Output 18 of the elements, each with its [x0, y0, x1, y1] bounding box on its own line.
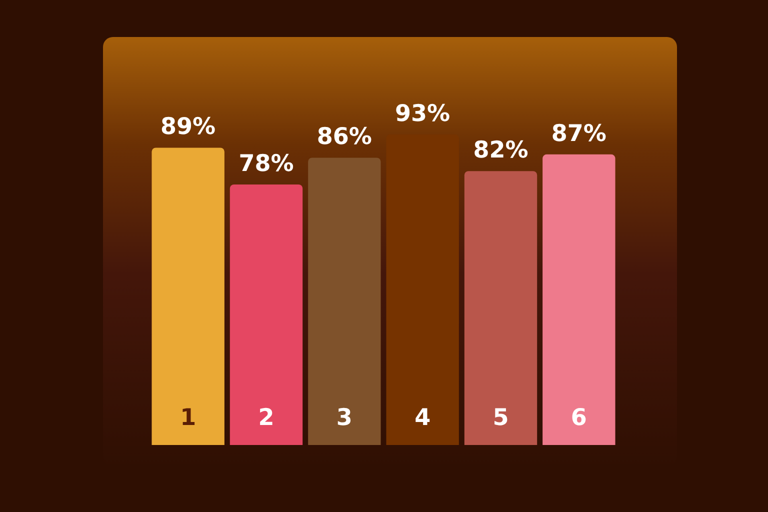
bar	[230, 184, 303, 445]
data-label: 86%	[316, 124, 372, 150]
data-label: 89%	[160, 114, 216, 140]
x-tick-label: 4	[414, 405, 431, 431]
data-label: 93%	[395, 100, 450, 127]
bar	[308, 158, 381, 445]
data-label: 82%	[473, 138, 528, 164]
x-tick-label: 6	[570, 405, 587, 431]
x-tick-label: 3	[336, 405, 352, 431]
bar	[386, 134, 459, 445]
bar	[152, 148, 224, 445]
x-tick-label: 5	[492, 405, 509, 431]
data-label: 78%	[238, 150, 294, 177]
x-tick-label: 1	[180, 405, 196, 431]
bar	[464, 171, 538, 445]
bar	[542, 154, 616, 445]
x-tick-label: 2	[258, 405, 274, 431]
data-label: 87%	[551, 120, 606, 147]
